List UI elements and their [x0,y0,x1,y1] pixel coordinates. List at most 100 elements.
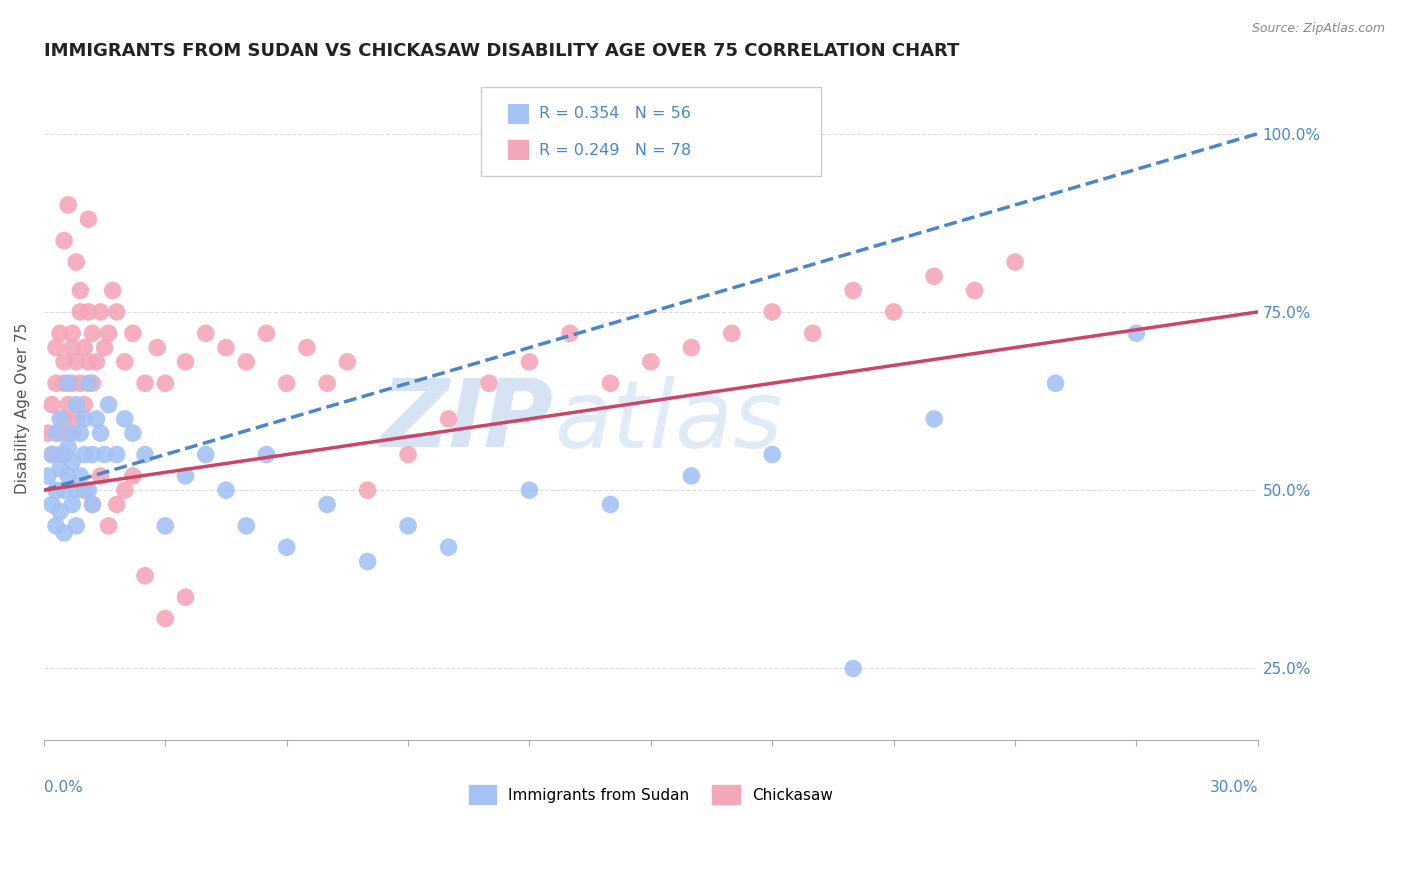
Point [69,284,91,298]
Point [82,448,104,462]
Point [146,341,169,355]
Point [194,448,217,462]
Point [842,284,865,298]
Point [256,326,278,341]
Point [842,661,865,675]
Point [215,483,238,498]
Point [41,498,63,512]
Point [1004,255,1026,269]
Point [69,376,91,391]
Point [478,376,501,391]
Point [681,341,703,355]
Point [45,341,67,355]
Point [93,448,115,462]
Point [82,376,104,391]
Text: R = 0.354   N = 56: R = 0.354 N = 56 [538,106,692,121]
Point [122,326,145,341]
Point [49,462,72,476]
Point [761,305,783,319]
Point [69,469,91,483]
Point [60,326,83,341]
Text: 0.0%: 0.0% [44,780,83,795]
Point [105,448,128,462]
Point [599,376,621,391]
Point [41,448,63,462]
Point [114,412,136,426]
Point [922,269,945,284]
Point [720,326,742,341]
Point [53,234,76,248]
Point [235,519,257,533]
Point [56,398,79,412]
Point [122,426,145,441]
Point [77,212,100,227]
Point [122,469,145,483]
Point [134,448,156,462]
Point [65,355,87,369]
Point [77,376,100,391]
Point [256,448,278,462]
Point [194,326,217,341]
Text: IMMIGRANTS FROM SUDAN VS CHICKASAW DISABILITY AGE OVER 75 CORRELATION CHART: IMMIGRANTS FROM SUDAN VS CHICKASAW DISAB… [44,42,959,60]
Point [1125,326,1147,341]
Point [60,341,83,355]
Point [155,376,177,391]
Point [174,469,197,483]
Point [396,448,419,462]
Point [134,568,156,582]
Text: atlas: atlas [554,376,782,467]
Point [97,519,120,533]
Point [396,519,419,533]
Point [69,426,91,441]
Point [56,198,79,212]
Point [105,305,128,319]
Point [174,355,197,369]
Point [105,498,128,512]
Point [77,355,100,369]
Point [761,448,783,462]
Point [53,355,76,369]
Point [65,255,87,269]
Point [215,341,238,355]
Point [86,355,108,369]
Point [49,448,72,462]
Point [73,341,96,355]
Point [73,412,96,426]
Point [77,305,100,319]
Legend: Immigrants from Sudan, Chickasaw: Immigrants from Sudan, Chickasaw [461,778,841,812]
Point [60,376,83,391]
Point [60,455,83,469]
Point [356,554,378,568]
Point [56,469,79,483]
Point [90,469,112,483]
Point [37,426,59,441]
Point [82,498,104,512]
Point [316,376,339,391]
Text: ZIP: ZIP [381,376,554,467]
Point [65,398,87,412]
Point [174,590,197,604]
Text: Source: ZipAtlas.com: Source: ZipAtlas.com [1251,22,1385,36]
Point [45,376,67,391]
Point [155,611,177,625]
Point [276,376,298,391]
Point [681,469,703,483]
Point [86,412,108,426]
Point [97,398,120,412]
Point [53,412,76,426]
Point [922,412,945,426]
Point [93,341,115,355]
Point [69,305,91,319]
Point [519,483,541,498]
Point [49,426,72,441]
Point [77,483,100,498]
Point [963,284,986,298]
FancyBboxPatch shape [481,87,821,176]
Point [276,540,298,554]
Point [82,498,104,512]
Point [82,326,104,341]
Point [56,426,79,441]
Y-axis label: Disability Age Over 75: Disability Age Over 75 [15,323,30,494]
Point [640,355,662,369]
Point [114,483,136,498]
